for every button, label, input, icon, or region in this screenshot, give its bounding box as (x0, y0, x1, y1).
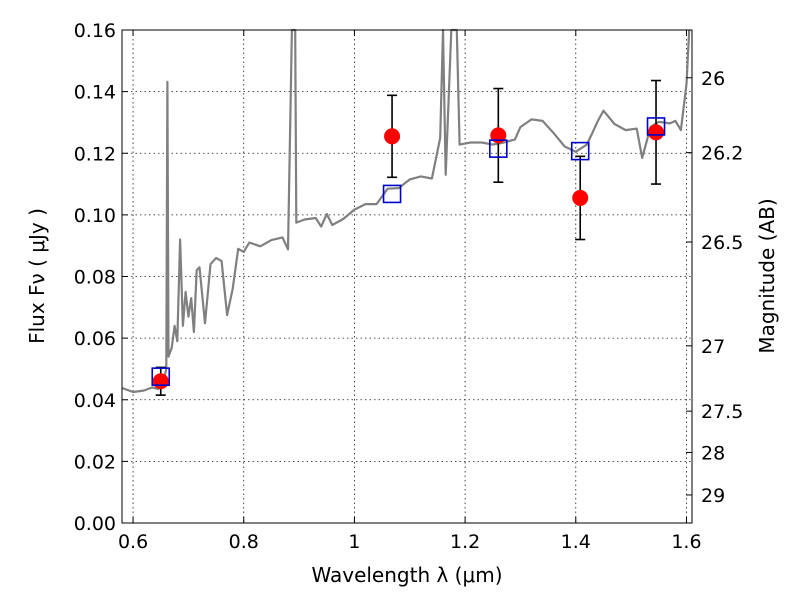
y-tick-label: 0.16 (74, 20, 116, 42)
x-tick-label: 0.6 (118, 531, 148, 553)
x-tick-label: 0.8 (229, 531, 259, 553)
x-axis: 0.6 0.8 1 1.2 1.4 1.6 (118, 30, 702, 553)
x-tick-label: 1 (348, 531, 360, 553)
observed-point (572, 189, 589, 206)
y-tick-label: 0.02 (74, 451, 116, 473)
model-point (646, 117, 666, 136)
y2-axis: 26 26.2 26.5 27 27.5 28 29 (686, 68, 743, 507)
model-point (570, 141, 590, 161)
y-tick-label: 0.10 (74, 205, 116, 227)
errorbar-layer (155, 79, 662, 396)
y-axis: 0.00 0.02 0.04 0.06 0.08 0.10 0.12 0.14 0.16 (74, 20, 128, 535)
observed-point (648, 124, 665, 141)
y-tick-label: 0.08 (74, 267, 116, 289)
y-tick-label: 0.12 (74, 143, 116, 165)
model-point (382, 184, 402, 204)
y-tick-label: 0.04 (74, 390, 116, 412)
observed-point (152, 373, 169, 390)
spectrum-line (121, 28, 691, 394)
y2-tick-label: 26.2 (701, 143, 743, 165)
y-tick-label: 0.06 (74, 328, 116, 350)
y2-tick-label: 27 (701, 336, 725, 358)
x-tick-label: 1.4 (561, 531, 591, 553)
x-axis-label: Wavelength λ (μm) (311, 563, 502, 587)
observed-point (384, 128, 401, 145)
model-layer (151, 117, 666, 386)
model-point (489, 139, 508, 158)
y-tick-label: 0.14 (74, 82, 116, 104)
y-tick-label: 0.00 (74, 513, 116, 535)
y2-tick-label: 26 (701, 68, 725, 90)
observed-layer (152, 124, 665, 390)
y2-tick-label: 28 (701, 442, 725, 464)
y2-tick-label: 29 (701, 485, 725, 507)
spectrum-layer (121, 28, 691, 394)
x-tick-label: 1.6 (671, 531, 701, 553)
observed-point (490, 127, 507, 144)
y-axis-label: Flux Fν ( μJy ) (25, 208, 49, 344)
y2-tick-label: 26.5 (701, 232, 743, 254)
model-point (151, 367, 171, 386)
grid-lines (122, 29, 692, 524)
y2-axis-label: Magnitude (AB) (755, 198, 779, 353)
x-tick-label: 1.2 (450, 531, 480, 553)
y2-tick-label: 27.5 (701, 401, 743, 423)
